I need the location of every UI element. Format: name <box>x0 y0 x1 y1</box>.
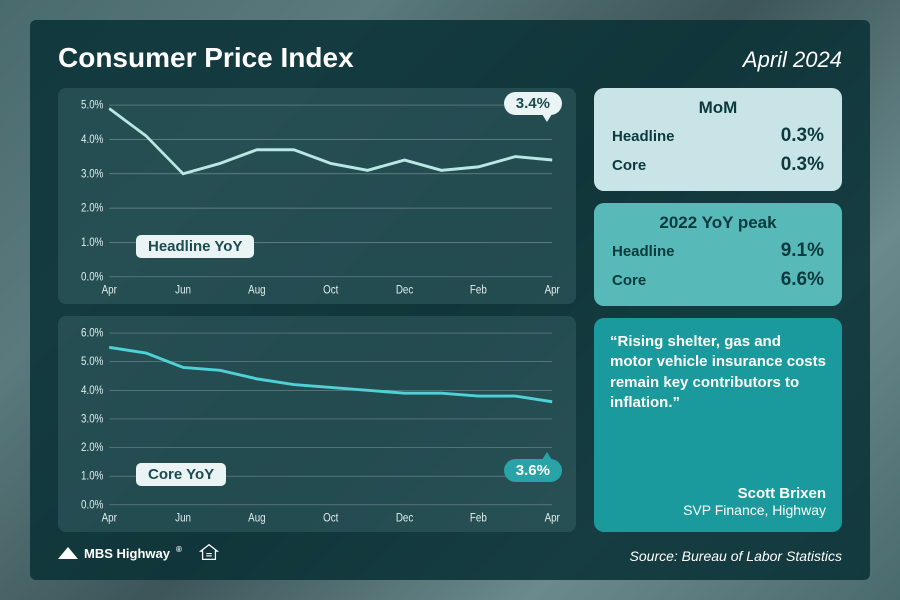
side-column: MoM Headline 0.3% Core 0.3% 2022 YoY pea… <box>594 88 842 532</box>
mbs-highway-logo: MBS Highway ® <box>58 546 182 561</box>
svg-text:0.0%: 0.0% <box>81 499 104 512</box>
svg-text:Jun: Jun <box>175 512 191 525</box>
core-label-pill: Core YoY <box>136 463 226 486</box>
registered-mark: ® <box>176 545 182 554</box>
quote-name: Scott Brixen <box>610 485 826 502</box>
svg-text:6.0%: 6.0% <box>81 327 104 340</box>
stat-value: 6.6% <box>781 266 824 295</box>
cpi-card: Consumer Price Index April 2024 0.0% 1.0%… <box>30 20 870 580</box>
svg-text:Apr: Apr <box>102 284 118 297</box>
core-chart: 0.0% 1.0% 2.0% 3.0% 4.0% 5.0% 6.0% Apr Jun Aug Oct… <box>72 326 562 526</box>
quote-text: “Rising shelter, gas and motor vehicle i… <box>610 332 826 413</box>
equal-housing-icon <box>198 542 220 564</box>
svg-text:5.0%: 5.0% <box>81 99 104 112</box>
stat-row: Headline 0.3% <box>612 122 824 151</box>
svg-text:Oct: Oct <box>323 512 338 525</box>
svg-text:2.0%: 2.0% <box>81 441 104 454</box>
svg-text:5.0%: 5.0% <box>81 355 104 368</box>
svg-text:3.0%: 3.0% <box>81 413 104 426</box>
charts-column: 0.0% 1.0% 2.0% 3.0% 4.0% 5.0% Apr Jun Aug Oct Dec F… <box>58 88 576 532</box>
triangle-icon <box>58 547 78 559</box>
headline-label-pill: Headline YoY <box>136 235 254 258</box>
footer: MBS Highway ® Source: Bureau of Labor St… <box>58 542 842 564</box>
quote-attribution: Scott Brixen SVP Finance, Highway <box>610 485 826 518</box>
svg-text:2.0%: 2.0% <box>81 202 104 215</box>
svg-text:Oct: Oct <box>323 284 338 297</box>
svg-text:1.0%: 1.0% <box>81 236 104 249</box>
mom-box: MoM Headline 0.3% Core 0.3% <box>594 88 842 191</box>
quote-role: SVP Finance, Highway <box>610 502 826 518</box>
core-callout: 3.6% <box>504 459 562 482</box>
svg-text:3.0%: 3.0% <box>81 168 104 181</box>
stat-label: Headline <box>612 126 675 149</box>
body: 0.0% 1.0% 2.0% 3.0% 4.0% 5.0% Apr Jun Aug Oct Dec F… <box>58 88 842 532</box>
peak-box: 2022 YoY peak Headline 9.1% Core 6.6% <box>594 203 842 306</box>
headline-chart-panel: 0.0% 1.0% 2.0% 3.0% 4.0% 5.0% Apr Jun Aug Oct Dec F… <box>58 88 576 304</box>
stat-row: Headline 9.1% <box>612 237 824 266</box>
stat-value: 0.3% <box>781 122 824 151</box>
svg-text:Apr: Apr <box>545 284 561 297</box>
stat-row: Core 0.3% <box>612 151 824 180</box>
stat-label: Core <box>612 270 646 293</box>
svg-text:Jun: Jun <box>175 284 191 297</box>
svg-text:Aug: Aug <box>248 512 265 525</box>
headline-chart: 0.0% 1.0% 2.0% 3.0% 4.0% 5.0% Apr Jun Aug Oct Dec F… <box>72 98 562 298</box>
header: Consumer Price Index April 2024 <box>58 42 842 74</box>
quote-box: “Rising shelter, gas and motor vehicle i… <box>594 318 842 532</box>
logos: MBS Highway ® <box>58 542 220 564</box>
report-date: April 2024 <box>743 47 842 73</box>
mom-title: MoM <box>612 98 824 118</box>
source-text: Source: Bureau of Labor Statistics <box>630 548 842 564</box>
svg-text:4.0%: 4.0% <box>81 133 104 146</box>
stat-label: Core <box>612 155 646 178</box>
stat-value: 9.1% <box>781 237 824 266</box>
stat-value: 0.3% <box>781 151 824 180</box>
stat-label: Headline <box>612 241 675 264</box>
core-chart-panel: 0.0% 1.0% 2.0% 3.0% 4.0% 5.0% 6.0% Apr Jun Aug Oct… <box>58 316 576 532</box>
svg-text:Apr: Apr <box>102 512 118 525</box>
logo-text: MBS Highway <box>84 546 170 561</box>
svg-text:Dec: Dec <box>396 512 414 525</box>
headline-callout: 3.4% <box>504 92 562 115</box>
svg-text:0.0%: 0.0% <box>81 271 104 284</box>
svg-text:Dec: Dec <box>396 284 414 297</box>
stat-row: Core 6.6% <box>612 266 824 295</box>
svg-text:Aug: Aug <box>248 284 265 297</box>
svg-text:Apr: Apr <box>545 512 561 525</box>
svg-text:Feb: Feb <box>470 512 487 525</box>
peak-title: 2022 YoY peak <box>612 213 824 233</box>
svg-text:1.0%: 1.0% <box>81 470 104 483</box>
svg-text:4.0%: 4.0% <box>81 384 104 397</box>
svg-text:Feb: Feb <box>470 284 487 297</box>
page-title: Consumer Price Index <box>58 42 354 74</box>
